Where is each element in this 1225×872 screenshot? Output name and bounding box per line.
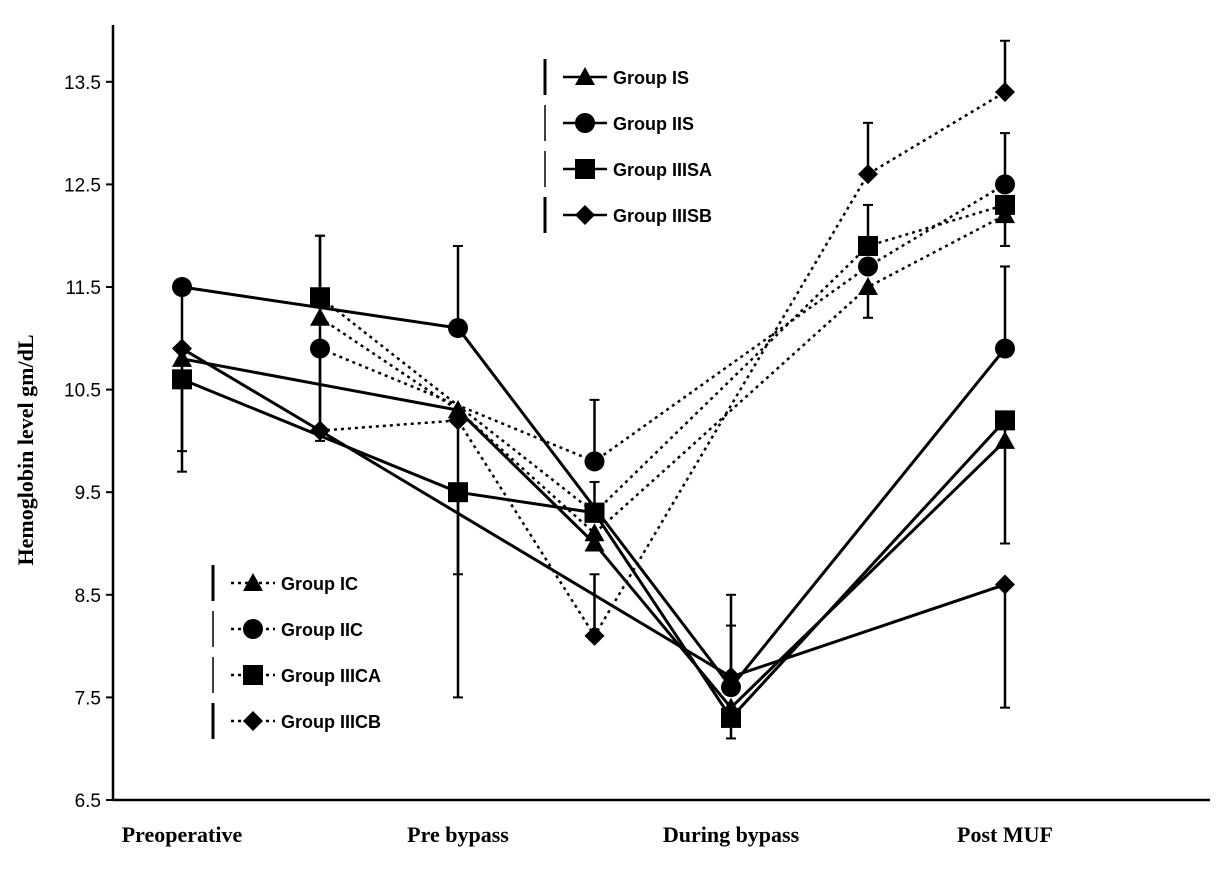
legend-item: Group IC bbox=[211, 565, 358, 601]
legend-marker bbox=[575, 205, 595, 225]
legend-label: Group IIC bbox=[281, 620, 363, 640]
legend-marker bbox=[575, 159, 595, 179]
data-point bbox=[995, 82, 1015, 103]
data-point bbox=[995, 574, 1015, 595]
legend-marker bbox=[243, 711, 263, 731]
legend-top: Group IS Group IIS Group IIISA Group IIISB bbox=[543, 59, 712, 233]
data-point bbox=[310, 287, 330, 308]
x-category-label: Preoperative bbox=[122, 822, 243, 847]
x-category-label: Pre bypass bbox=[407, 822, 509, 847]
legend-label: Group IIICA bbox=[281, 666, 381, 686]
data-point bbox=[310, 420, 330, 441]
series-line bbox=[181, 347, 1006, 679]
data-point bbox=[448, 410, 468, 431]
axes: 6.5 7.5 8.5 9.5 10.5 11.5 12.5 13.5 Preoperative… bbox=[64, 25, 1210, 847]
x-category-label: During bypass bbox=[663, 822, 800, 847]
data-point bbox=[448, 318, 468, 339]
legend-label: Group IIS bbox=[613, 114, 694, 134]
y-tick-label: 13.5 bbox=[64, 73, 101, 94]
y-tick-label: 9.5 bbox=[75, 483, 101, 504]
legend-item: Group IIISA bbox=[544, 151, 712, 187]
data-point bbox=[448, 400, 468, 419]
y-tick-label: 10.5 bbox=[64, 381, 101, 402]
data-point bbox=[858, 235, 878, 256]
legend-marker bbox=[243, 619, 263, 639]
data-point bbox=[172, 369, 192, 390]
series-group-iiisb bbox=[172, 338, 1015, 709]
y-axis-label: Hemoglobin level gm/dL bbox=[13, 335, 38, 566]
data-point bbox=[584, 451, 605, 472]
series-layer bbox=[172, 39, 1015, 740]
y-tick-label: 8.5 bbox=[75, 586, 101, 607]
legend-label: Group IC bbox=[281, 574, 358, 594]
data-point bbox=[584, 625, 605, 646]
legend-item: Group IIICA bbox=[212, 657, 381, 693]
x-category-label: Post MUF bbox=[957, 822, 1053, 847]
legend-marker bbox=[243, 573, 263, 591]
data-point bbox=[858, 164, 878, 185]
legend-marker bbox=[575, 67, 595, 85]
data-point bbox=[995, 194, 1015, 215]
data-point bbox=[721, 666, 741, 687]
series-group-ic bbox=[310, 205, 1015, 542]
y-tick-label: 6.5 bbox=[75, 791, 101, 812]
legend-label: Group IS bbox=[613, 68, 689, 88]
data-point bbox=[721, 707, 741, 728]
y-tick-label: 7.5 bbox=[75, 688, 101, 709]
data-point bbox=[721, 677, 741, 698]
y-tick-label: 12.5 bbox=[64, 175, 101, 196]
data-point bbox=[858, 256, 878, 277]
legend-label: Group IIISB bbox=[613, 206, 712, 226]
legend-bottom: Group IC Group IIC Group IIICA Group IIICB bbox=[211, 565, 381, 739]
legend-marker bbox=[243, 665, 263, 685]
data-point bbox=[584, 502, 605, 523]
series-group-iiica bbox=[310, 194, 1015, 523]
series-line bbox=[319, 183, 1006, 463]
data-point bbox=[995, 174, 1015, 195]
legend-item: Group IIC bbox=[212, 611, 363, 647]
legend-item: Group IIS bbox=[544, 105, 694, 141]
legend-label: Group IIISA bbox=[613, 160, 712, 180]
legend-item: Group IIICB bbox=[211, 703, 381, 739]
legend-label: Group IIICB bbox=[281, 712, 381, 732]
data-point bbox=[995, 410, 1015, 431]
series-line bbox=[319, 214, 1006, 535]
y-tick-label: 11.5 bbox=[65, 278, 101, 299]
data-point bbox=[858, 277, 878, 295]
data-point bbox=[310, 338, 330, 359]
data-point bbox=[995, 338, 1015, 359]
data-point bbox=[584, 533, 605, 552]
data-point bbox=[172, 277, 192, 297]
data-point bbox=[584, 523, 605, 542]
legend-marker bbox=[575, 113, 595, 133]
data-point bbox=[172, 338, 192, 359]
legend-item: Group IS bbox=[543, 59, 689, 95]
legend-item: Group IIISB bbox=[543, 197, 712, 233]
series-group-iic bbox=[310, 132, 1015, 472]
series-line bbox=[319, 203, 1006, 515]
series-group-iiicb bbox=[310, 39, 1015, 699]
